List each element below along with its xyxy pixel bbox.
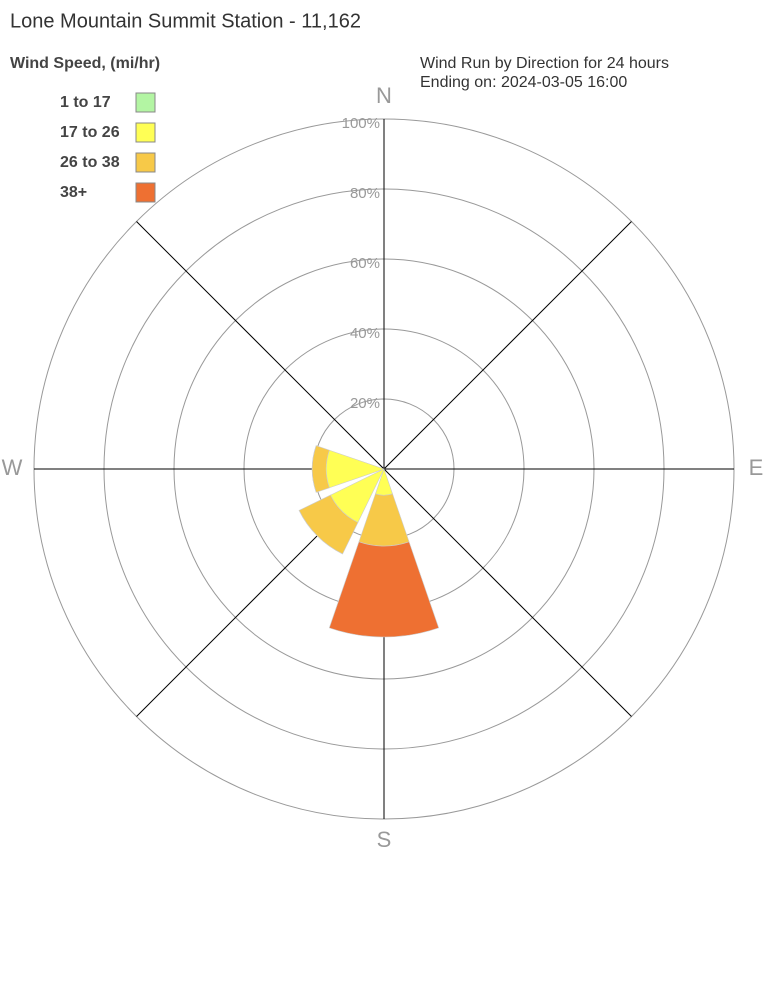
compass-label: E	[749, 455, 764, 480]
legend-label: 38+	[60, 184, 87, 201]
r-tick-label: 80%	[350, 185, 380, 202]
rose-segment	[328, 541, 440, 638]
chart-title: Lone Mountain Summit Station - 11,162	[10, 10, 361, 32]
legend-swatch	[135, 152, 156, 173]
legend-label: 26 to 38	[60, 154, 120, 171]
compass-label: W	[2, 455, 23, 480]
compass-label: N	[376, 83, 392, 108]
legend-swatch	[135, 122, 156, 143]
r-tick-label: 60%	[350, 255, 380, 272]
legend-swatch	[135, 182, 156, 203]
r-tick-label: 100%	[342, 115, 380, 132]
legend-label: 1 to 17	[60, 94, 111, 111]
legend-title: Wind Speed, (mi/hr)	[10, 55, 160, 72]
r-tick-label: 20%	[350, 395, 380, 412]
compass-label: S	[377, 827, 392, 852]
legend-swatch	[135, 92, 156, 113]
subtitle: Ending on: 2024-03-05 16:00	[420, 74, 627, 91]
subtitle: Wind Run by Direction for 24 hours	[420, 55, 669, 72]
legend-label: 17 to 26	[60, 124, 120, 141]
r-tick-label: 40%	[350, 325, 380, 342]
